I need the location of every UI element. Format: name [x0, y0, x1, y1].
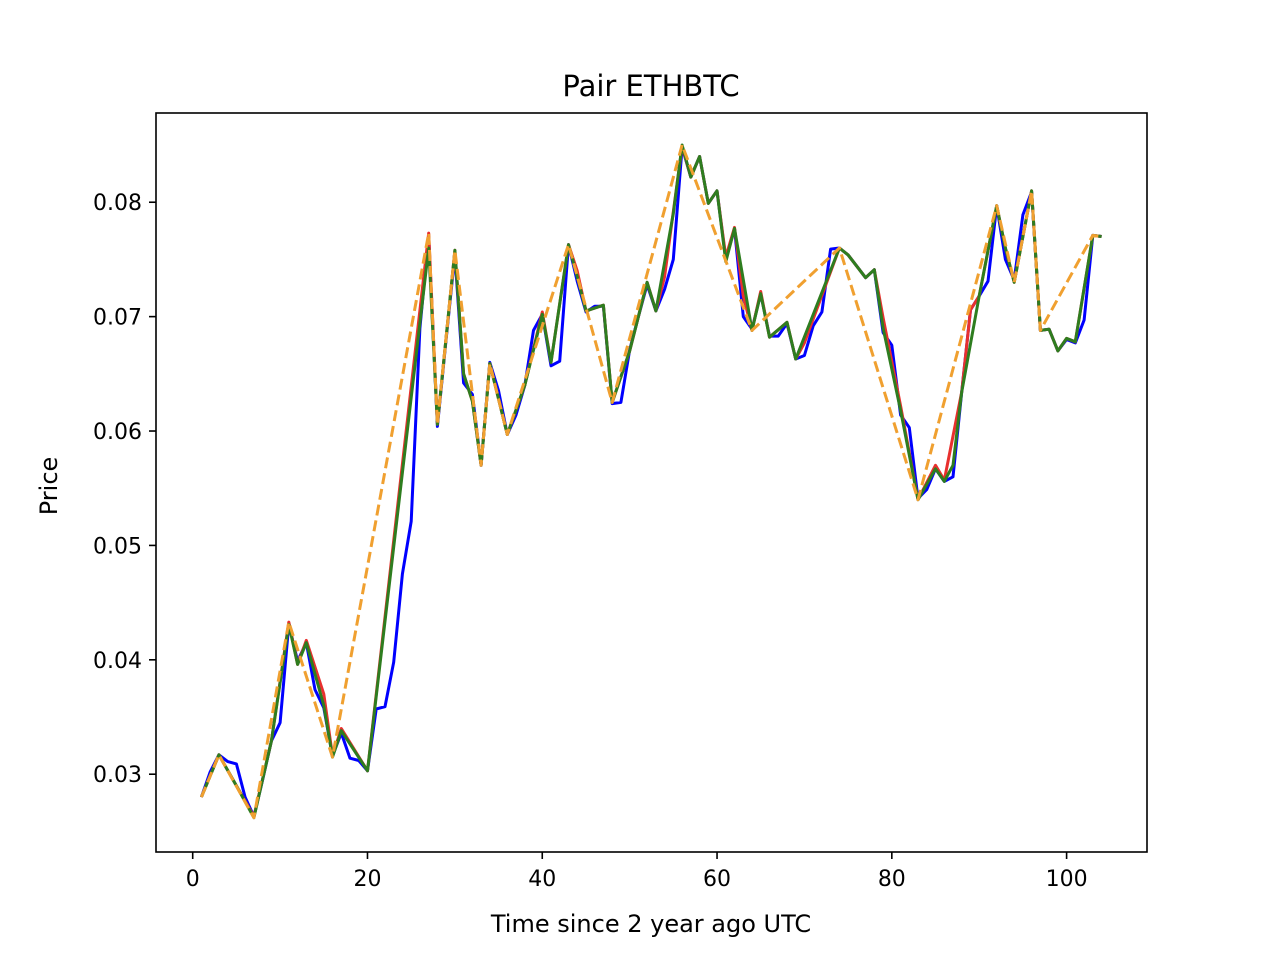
plot-frame	[155, 112, 1148, 853]
x-tick-label: 80	[878, 867, 906, 892]
x-axis: 0 20 40 60 80 100	[186, 852, 1088, 892]
chart-title: Pair ETHBTC	[562, 69, 739, 103]
x-tick-label: 20	[353, 867, 381, 892]
x-tick-label: 60	[703, 867, 731, 892]
y-tick-label: 0.08	[93, 191, 142, 216]
y-tick-label: 0.06	[93, 420, 142, 445]
y-tick-label: 0.07	[93, 306, 142, 331]
y-axis: 0.03 0.04 0.05 0.06 0.07 0.08	[93, 191, 156, 788]
y-tick-label: 0.04	[93, 649, 142, 674]
y-tick-label: 0.03	[93, 763, 142, 788]
series-line-3	[200, 143, 1102, 820]
x-tick-label: 100	[1046, 867, 1088, 892]
series-line-1	[199, 145, 1102, 818]
series-layer	[199, 143, 1102, 820]
series-line-4	[200, 143, 1102, 820]
x-axis-label: Time since 2 year ago UTC	[490, 910, 811, 938]
y-axis-label: Price	[35, 457, 63, 516]
y-tick-label: 0.05	[93, 534, 142, 559]
x-tick-label: 40	[528, 867, 556, 892]
x-tick-label: 0	[186, 867, 200, 892]
series-line-2	[200, 144, 1102, 818]
